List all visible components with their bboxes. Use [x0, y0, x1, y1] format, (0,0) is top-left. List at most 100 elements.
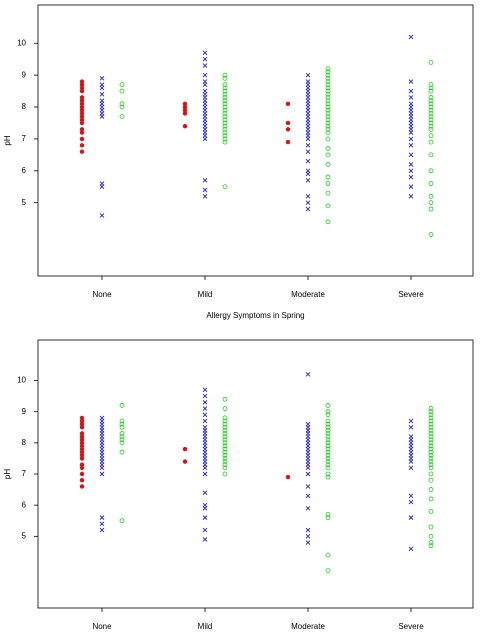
point [428, 139, 434, 145]
point [285, 120, 291, 126]
point [325, 181, 331, 186]
x-axis-label: Allergy Symptoms in Spring [206, 311, 304, 320]
point [222, 114, 228, 119]
point [79, 415, 85, 421]
point [325, 431, 331, 436]
point [428, 85, 434, 91]
point [305, 158, 311, 164]
point [222, 91, 228, 97]
point [325, 162, 331, 167]
point [222, 120, 228, 126]
point [325, 114, 331, 119]
point [202, 82, 208, 88]
point [202, 387, 208, 393]
point [428, 443, 434, 449]
y-tick-label: 7 [22, 469, 27, 478]
point [202, 412, 208, 418]
point [222, 88, 228, 94]
point [325, 152, 331, 158]
point [79, 446, 85, 452]
point [222, 459, 228, 464]
point [428, 424, 434, 430]
point [325, 79, 331, 84]
point [222, 427, 228, 433]
point [305, 136, 311, 142]
point [79, 127, 85, 132]
point [222, 437, 228, 443]
point [202, 465, 208, 471]
point [79, 453, 85, 458]
point [222, 72, 228, 78]
point [202, 515, 208, 520]
point [119, 88, 125, 94]
point [79, 434, 85, 439]
point [222, 139, 228, 145]
point [325, 412, 331, 418]
point [325, 452, 331, 458]
point [305, 371, 311, 377]
point [222, 452, 228, 458]
point [428, 406, 434, 411]
point [428, 508, 434, 514]
point [428, 152, 434, 158]
point [79, 120, 85, 126]
point [408, 136, 414, 142]
point [325, 446, 331, 452]
x-tick-label: Severe [398, 290, 424, 299]
point [325, 515, 331, 521]
point [428, 111, 434, 116]
point [305, 200, 311, 205]
point [222, 98, 228, 104]
point [202, 187, 208, 193]
point [99, 515, 105, 520]
point [99, 465, 105, 471]
point [285, 127, 291, 132]
point [285, 139, 291, 145]
point [222, 406, 228, 411]
point [408, 424, 414, 430]
point [428, 117, 434, 123]
point [325, 421, 331, 427]
point [408, 515, 414, 520]
point [79, 98, 85, 103]
point [325, 136, 331, 142]
y-tick-label: 7 [22, 134, 27, 143]
point [79, 443, 85, 449]
point [119, 424, 125, 430]
point [285, 474, 291, 480]
point [408, 168, 414, 174]
point [182, 123, 188, 129]
point [222, 456, 228, 461]
point [79, 117, 85, 122]
y-tick-label: 6 [22, 500, 27, 509]
point [305, 505, 311, 511]
point [202, 505, 208, 511]
point [79, 143, 85, 148]
point [222, 126, 228, 132]
point [408, 34, 414, 40]
point [222, 123, 228, 129]
point [79, 114, 85, 119]
y-tick-label: 5 [22, 531, 27, 540]
point [428, 449, 434, 455]
point [99, 184, 105, 190]
point [408, 459, 414, 464]
y-tick-label: 9 [22, 70, 27, 79]
point [305, 72, 311, 78]
point [79, 440, 85, 446]
x-tick-label: Mild [198, 622, 213, 631]
point [119, 421, 125, 427]
point [408, 88, 414, 94]
point [408, 184, 414, 190]
point [428, 59, 434, 65]
point [119, 114, 125, 119]
point [119, 82, 125, 88]
x-tick-label: Mild [198, 290, 213, 299]
point [202, 393, 208, 399]
x-tick-label: None [92, 290, 112, 299]
point [428, 437, 434, 443]
point [428, 418, 434, 424]
point [222, 449, 228, 455]
point [182, 101, 188, 107]
point [428, 431, 434, 436]
